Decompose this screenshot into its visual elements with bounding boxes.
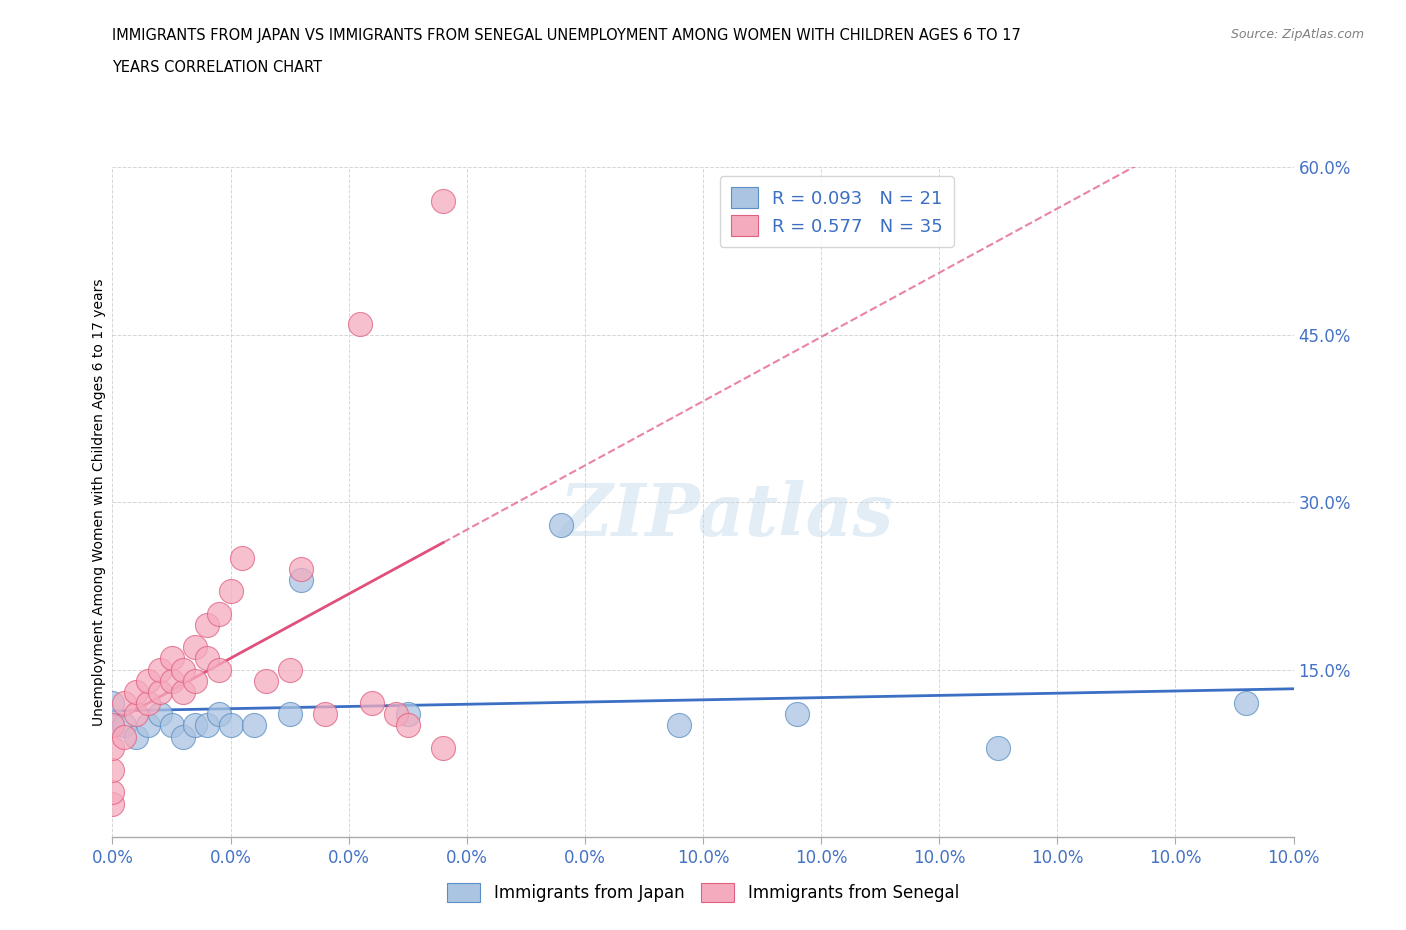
- Text: YEARS CORRELATION CHART: YEARS CORRELATION CHART: [112, 60, 322, 75]
- Point: [195, 618, 218, 632]
- Y-axis label: Unemployment Among Women with Children Ages 6 to 17 years: Unemployment Among Women with Children A…: [91, 278, 105, 726]
- Point: [432, 740, 454, 755]
- Point: [160, 651, 183, 666]
- Point: [101, 718, 124, 733]
- Point: [231, 551, 253, 565]
- Text: Source: ZipAtlas.com: Source: ZipAtlas.com: [1230, 28, 1364, 41]
- Point: [112, 718, 135, 733]
- Point: [1234, 696, 1257, 711]
- Point: [290, 562, 312, 577]
- Point: [396, 718, 419, 733]
- Point: [195, 718, 218, 733]
- Point: [208, 662, 231, 677]
- Point: [112, 729, 135, 744]
- Point: [290, 573, 312, 588]
- Point: [172, 729, 194, 744]
- Point: [385, 707, 408, 722]
- Point: [172, 684, 194, 699]
- Point: [101, 718, 124, 733]
- Point: [149, 684, 172, 699]
- Point: [149, 662, 172, 677]
- Point: [112, 696, 135, 711]
- Point: [160, 718, 183, 733]
- Point: [208, 707, 231, 722]
- Point: [101, 796, 124, 811]
- Point: [184, 718, 207, 733]
- Point: [208, 606, 231, 621]
- Point: [172, 662, 194, 677]
- Point: [432, 193, 454, 208]
- Text: ZIPatlas: ZIPatlas: [560, 480, 894, 551]
- Text: IMMIGRANTS FROM JAPAN VS IMMIGRANTS FROM SENEGAL UNEMPLOYMENT AMONG WOMEN WITH C: IMMIGRANTS FROM JAPAN VS IMMIGRANTS FROM…: [112, 28, 1021, 43]
- Point: [786, 707, 808, 722]
- Point: [149, 707, 172, 722]
- Point: [195, 651, 218, 666]
- Point: [160, 673, 183, 688]
- Point: [125, 729, 148, 744]
- Point: [278, 662, 301, 677]
- Point: [136, 696, 159, 711]
- Point: [278, 707, 301, 722]
- Point: [243, 718, 266, 733]
- Point: [184, 640, 207, 655]
- Point: [361, 696, 384, 711]
- Point: [254, 673, 277, 688]
- Point: [219, 718, 242, 733]
- Point: [668, 718, 690, 733]
- Point: [184, 673, 207, 688]
- Point: [101, 740, 124, 755]
- Point: [314, 707, 336, 722]
- Point: [349, 316, 371, 331]
- Point: [101, 785, 124, 800]
- Point: [136, 673, 159, 688]
- Point: [136, 718, 159, 733]
- Point: [101, 696, 124, 711]
- Point: [987, 740, 1010, 755]
- Point: [396, 707, 419, 722]
- Point: [219, 584, 242, 599]
- Legend: Immigrants from Japan, Immigrants from Senegal: Immigrants from Japan, Immigrants from S…: [440, 876, 966, 909]
- Point: [125, 707, 148, 722]
- Point: [101, 763, 124, 777]
- Point: [125, 684, 148, 699]
- Point: [550, 517, 572, 532]
